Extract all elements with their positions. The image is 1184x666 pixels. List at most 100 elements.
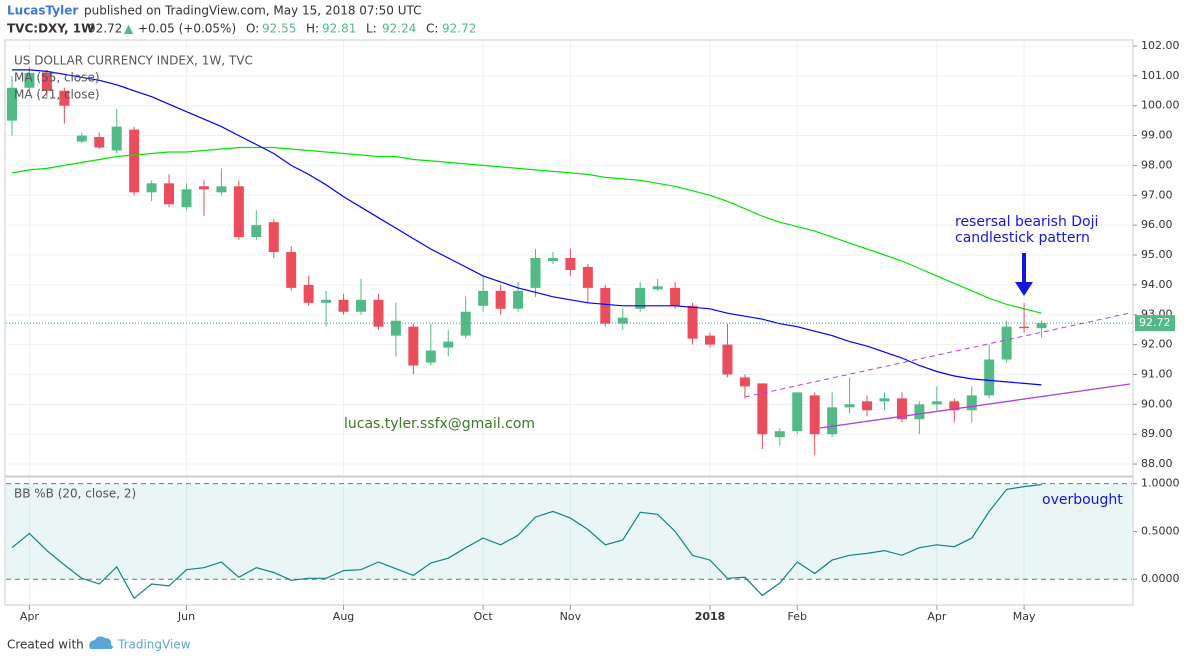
y-tick-label: 88.00 — [1141, 457, 1173, 470]
candle-body — [495, 290, 506, 309]
ohlc-label: L: — [366, 22, 377, 36]
candle-body — [1001, 326, 1012, 360]
candle-body — [1036, 323, 1047, 329]
y-tick-label: 92.00 — [1141, 338, 1173, 351]
author[interactable]: LucasTyler — [7, 4, 78, 18]
candle-body — [530, 258, 541, 288]
ma-line — [11, 146, 1042, 314]
candle-body — [774, 431, 785, 438]
y-tick-label: 90.00 — [1141, 397, 1173, 410]
x-tick-label: Feb — [788, 610, 807, 623]
indicator-title: BB %B (20, close, 2) — [14, 487, 136, 501]
candle-body — [251, 225, 262, 238]
x-tick-label: Apr — [20, 610, 40, 623]
candle-body — [76, 135, 87, 142]
band — [6, 483, 1132, 580]
published: published on TradingView.com, May 15, 20… — [84, 4, 421, 18]
y-tick-label: 99.00 — [1141, 129, 1173, 142]
candle-body — [233, 186, 244, 238]
change-arrow: ▲ — [124, 22, 134, 36]
candle-body — [198, 186, 209, 190]
ohlc: O: 92.55 H: 92.81 L: 92.24 C: 92.72 — [246, 22, 476, 36]
y-tick-label: 94.00 — [1141, 278, 1173, 291]
candle-body — [722, 344, 733, 375]
x-tick-label: 2018 — [695, 610, 726, 623]
candle-body — [739, 377, 750, 387]
candle-body — [408, 326, 419, 366]
legend-entry: MA (55, close) — [14, 71, 100, 85]
y-tick-label: 0.5000 — [1141, 524, 1180, 537]
candle-body — [862, 401, 873, 411]
main-pane — [4, 39, 1134, 477]
x-tick-label: Apr — [927, 610, 947, 623]
candle-body — [617, 317, 628, 324]
watermark: lucas.tyler.ssfx@gmail.com — [344, 416, 535, 432]
candle-body — [652, 286, 663, 290]
ohlc-label: H: — [306, 22, 319, 36]
candle-body — [931, 401, 942, 405]
legend-entry: MA (21, close) — [14, 88, 100, 102]
logo[interactable] — [89, 636, 113, 649]
arrow-head — [1015, 282, 1033, 296]
annotation: resersal bearish Doji — [955, 214, 1098, 230]
change: +0.05 (+0.05%) — [138, 22, 236, 36]
brand[interactable]: TradingView — [117, 638, 191, 652]
ohlc-label: O: — [246, 22, 259, 36]
candle-body — [635, 287, 646, 309]
candle-body — [687, 305, 698, 339]
last-price: 92.72 — [88, 22, 122, 36]
symbol: TVC:DXY, 1W — [7, 22, 94, 36]
x-tick-label: Jun — [177, 610, 195, 623]
indicator-line — [11, 484, 1042, 600]
y-tick-label: 98.00 — [1141, 158, 1173, 171]
y-tick-label: 89.00 — [1141, 427, 1173, 440]
y-tick-label: 101.00 — [1141, 69, 1180, 82]
y-tick-label: 1.0000 — [1141, 477, 1180, 490]
candle-body — [286, 252, 297, 288]
trendline-dashed — [744, 312, 1131, 398]
candle-body — [705, 335, 715, 345]
candle-body — [827, 407, 838, 435]
candle-body — [984, 359, 995, 396]
candle-body — [268, 222, 279, 253]
trendline — [819, 383, 1131, 429]
candle-body — [879, 398, 890, 402]
x-tick-label: Nov — [560, 610, 582, 623]
candle-body — [513, 290, 524, 309]
candle-body — [966, 395, 977, 411]
y-tick-label: 91.00 — [1141, 367, 1173, 380]
candle-body — [914, 404, 925, 420]
candle-body — [129, 129, 140, 193]
grid: Apr Jun Aug Oct Nov 2018 Feb Apr May 88.00 89.00 90… — [6, 39, 1180, 623]
x-tick-label: Aug — [333, 610, 354, 623]
candle-body — [443, 341, 454, 348]
candle-body — [949, 401, 960, 411]
footer-text: Created with — [7, 638, 84, 652]
candle-body — [478, 290, 489, 306]
candle-body — [111, 126, 122, 151]
candle-body — [670, 287, 681, 306]
annotation: overbought — [1042, 492, 1123, 508]
candle-body — [547, 258, 558, 261]
y-tick-label: 97.00 — [1141, 188, 1173, 201]
candle-body — [24, 72, 35, 88]
candle-body — [809, 395, 820, 435]
y-tick-label: 95.00 — [1141, 248, 1173, 261]
candle-body — [792, 392, 803, 432]
candle-body — [321, 299, 332, 303]
candle-body — [216, 186, 227, 193]
ma-line — [12, 69, 1042, 386]
y-tick-label: 100.00 — [1141, 99, 1180, 112]
candle-body — [356, 299, 366, 312]
candle-body — [181, 189, 192, 208]
candle-body — [338, 299, 349, 312]
candle-body — [390, 320, 401, 336]
candle-body — [164, 183, 175, 205]
candle-body — [59, 90, 70, 106]
annotation: candlestick pattern — [955, 230, 1090, 246]
chart-title: US DOLLAR CURRENCY INDEX, 1W, TVC — [14, 54, 253, 68]
indicator-pane — [4, 476, 1134, 606]
candle-body — [373, 299, 384, 327]
y-tick-label: 96.00 — [1141, 218, 1173, 231]
